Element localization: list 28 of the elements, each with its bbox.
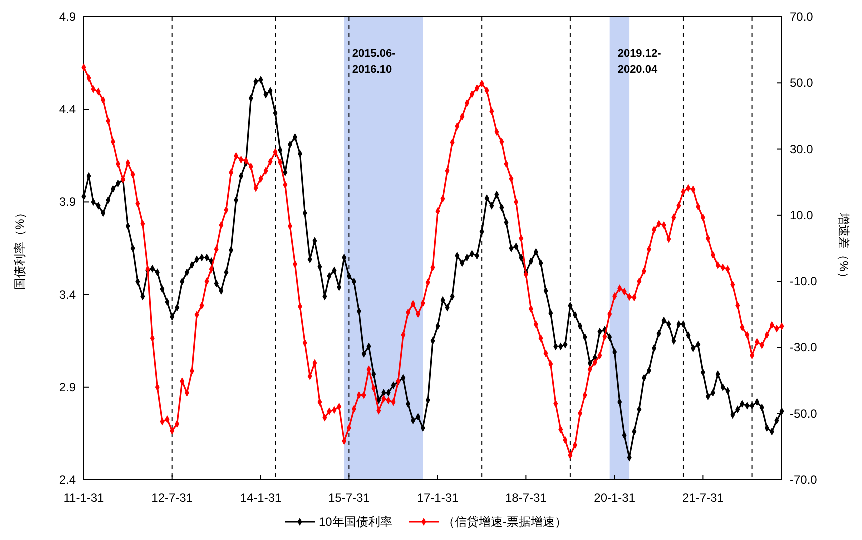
band-label: 2019.12- 2020.04 [618,48,662,76]
y2-tick-label: 10.0 [790,208,814,222]
y2-tick-label: 50.0 [790,76,814,90]
y-tick-label: 4.9 [59,10,76,24]
y2-tick-label: -30.0 [790,340,818,355]
y2-tick-label: -10.0 [790,274,818,289]
y2-tick-label: 30.0 [790,142,814,156]
y-tick-label: 2.9 [59,380,76,394]
legend-label: 10年国债利率 [319,515,392,529]
y-tick-label: 3.4 [59,288,76,302]
y-tick-label: 3.9 [59,195,76,210]
x-tick-label: 17-1-31 [417,491,460,505]
x-tick-label: 21-7-31 [682,491,724,505]
y2-tick-label: -70.0 [790,473,818,487]
x-tick-label: 20-1-31 [594,491,636,505]
legend-label: （信贷增速-票据增速） [443,515,567,529]
x-tick-label: 12-7-31 [152,491,194,505]
y2-tick-label: -50.0 [790,406,818,421]
y-axis-title: 国债利率（%） [13,207,27,290]
y-tick-label: 4.4 [59,102,76,117]
y-tick-label: 2.4 [59,473,76,487]
y2-axis-title: 增速差（%） [837,212,851,284]
x-tick-label: 18-7-31 [506,491,548,505]
y2-tick-label: 70.0 [790,10,814,24]
x-tick-label: 11-1-31 [64,491,105,505]
x-tick-label: 15-7-31 [328,491,370,505]
band-label: 2015.06- 2016.10 [352,48,396,76]
x-tick-label: 14-1-31 [240,491,282,505]
